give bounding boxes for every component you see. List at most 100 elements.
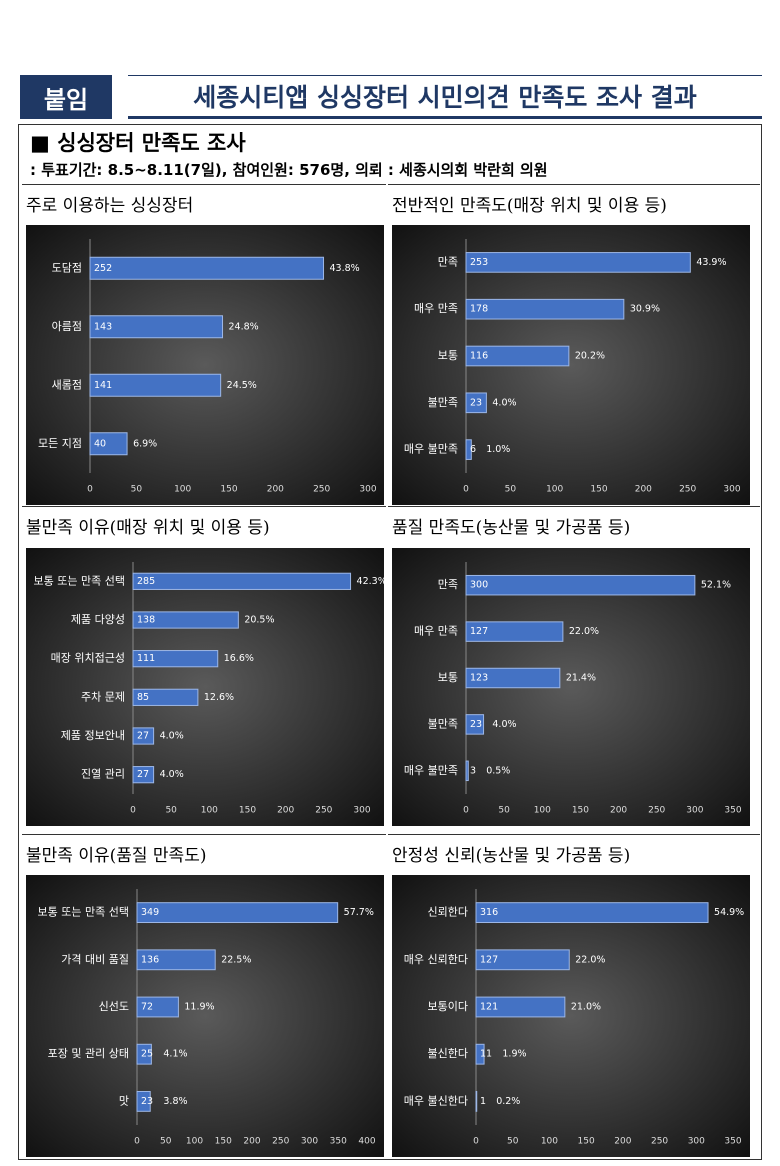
x-tick-label: 100 [546, 485, 563, 495]
document-title: 세종시티앱 싱싱장터 시민의견 만족도 조사 결과 [128, 75, 762, 119]
category-label: 포장 및 관리 상태 [48, 1047, 129, 1060]
share-label: 0.2% [496, 1096, 520, 1107]
bar [132, 572, 352, 590]
x-tick-label: 0 [87, 485, 93, 495]
share-label: 16.6% [224, 653, 254, 664]
value-label: 85 [137, 692, 149, 703]
category-label: 제품 정보안내 [61, 729, 125, 742]
chart-title: 안정성 신뢰(농산물 및 가공품 등) [392, 846, 631, 866]
share-label: 12.6% [204, 692, 234, 703]
value-label: 178 [470, 304, 488, 315]
x-tick-label: 350 [724, 806, 741, 816]
chart-panel: 0 50 100 150 200 250 300 도담점 252 43.8% 아름점 143 24.8%… [26, 225, 384, 505]
x-tick-label: 200 [610, 806, 627, 816]
share-label: 3.8% [163, 1096, 187, 1107]
category-label: 신선도 [99, 1000, 129, 1013]
share-label: 20.2% [575, 351, 605, 362]
x-tick-label: 50 [165, 806, 177, 816]
x-tick-label: 50 [498, 806, 510, 816]
x-tick-label: 300 [723, 485, 740, 495]
share-label: 4.0% [492, 719, 516, 730]
bar [136, 1043, 152, 1065]
value-label: 136 [141, 954, 159, 965]
x-tick-label: 400 [358, 1137, 375, 1147]
bar [465, 760, 469, 782]
x-tick-label: 100 [534, 806, 551, 816]
share-label: 4.0% [492, 397, 516, 408]
category-label: 새롬점 [52, 378, 82, 391]
share-label: 43.8% [330, 263, 360, 274]
x-tick-label: 250 [313, 485, 330, 495]
x-tick-label: 250 [648, 806, 665, 816]
x-tick-label: 300 [686, 806, 703, 816]
bar [136, 996, 179, 1018]
chart-panel: 0 50 100 150 200 250 300 350 400 보통 또는 만족 선택 349 57… [26, 875, 384, 1157]
value-label: 116 [470, 351, 488, 362]
share-label: 22.0% [575, 954, 605, 965]
x-tick-label: 350 [724, 1137, 741, 1147]
value-label: 252 [94, 263, 112, 274]
x-tick-label: 100 [174, 485, 191, 495]
value-label: 6 [470, 444, 476, 455]
x-tick-label: 150 [220, 485, 237, 495]
bar [136, 949, 216, 971]
value-label: 123 [470, 673, 488, 684]
bar [465, 298, 625, 320]
chart-panel: 0 50 100 150 200 250 300 보통 또는 만족 선택 285 42.3% 제품 … [26, 548, 387, 826]
category-label: 보통이다 [428, 1000, 468, 1013]
category-label: 맛 [119, 1094, 129, 1107]
value-label: 316 [480, 907, 498, 918]
x-tick-label: 150 [215, 1137, 232, 1147]
value-label: 1 [480, 1096, 486, 1107]
bar [475, 1090, 478, 1112]
x-tick-label: 100 [541, 1137, 558, 1147]
value-label: 127 [480, 954, 498, 965]
bar [465, 621, 564, 642]
value-label: 11 [480, 1049, 492, 1060]
share-label: 22.0% [569, 626, 599, 637]
x-tick-label: 200 [243, 1137, 260, 1147]
bar [89, 315, 224, 339]
chart: 0 50 100 150 200 250 300 350 신뢰한다 316 54.9% 매우 신뢰한다… [404, 889, 744, 1147]
section-note: : 투표기간: 8.5~8.11(7일), 참여인원: 576명, 의뢰 : 세… [30, 161, 548, 179]
bar [89, 256, 325, 280]
chart-title: 품질 만족도(농산물 및 가공품 등) [392, 518, 631, 538]
share-label: 57.7% [344, 907, 374, 918]
value-label: 141 [94, 380, 112, 391]
category-label: 만족 [438, 255, 458, 268]
share-label: 54.9% [714, 907, 744, 918]
share-label: 22.5% [221, 954, 251, 965]
chart-cell [22, 184, 386, 507]
bar [136, 1090, 151, 1112]
value-label: 253 [470, 257, 488, 268]
category-label: 매장 위치접근성 [51, 652, 125, 665]
share-label: 43.9% [696, 257, 726, 268]
value-label: 25 [141, 1049, 153, 1060]
chart-title: 전반적인 만족도(매장 위치 및 이용 등) [392, 196, 667, 216]
share-label: 20.5% [244, 615, 274, 626]
x-tick-label: 0 [463, 806, 469, 816]
category-label: 제품 다양성 [71, 613, 125, 626]
x-tick-label: 50 [507, 1137, 519, 1147]
bar [132, 766, 155, 784]
bar [465, 439, 472, 460]
value-label: 121 [480, 1002, 498, 1013]
x-tick-label: 50 [160, 1137, 172, 1147]
x-tick-label: 150 [578, 1137, 595, 1147]
value-label: 23 [470, 397, 482, 408]
value-label: 127 [470, 626, 488, 637]
bar [136, 902, 339, 924]
bar [465, 252, 691, 273]
value-label: 3 [470, 765, 476, 776]
bar [465, 714, 485, 735]
category-label: 매우 만족 [414, 302, 458, 315]
x-tick-label: 0 [463, 485, 469, 495]
share-label: 6.9% [133, 438, 157, 449]
share-label: 0.5% [486, 765, 510, 776]
category-label: 매우 불만족 [404, 764, 458, 777]
value-label: 72 [141, 1002, 153, 1013]
x-tick-label: 300 [688, 1137, 705, 1147]
category-label: 도담점 [52, 261, 82, 274]
value-label: 138 [137, 615, 155, 626]
chart-cell [22, 834, 386, 1159]
